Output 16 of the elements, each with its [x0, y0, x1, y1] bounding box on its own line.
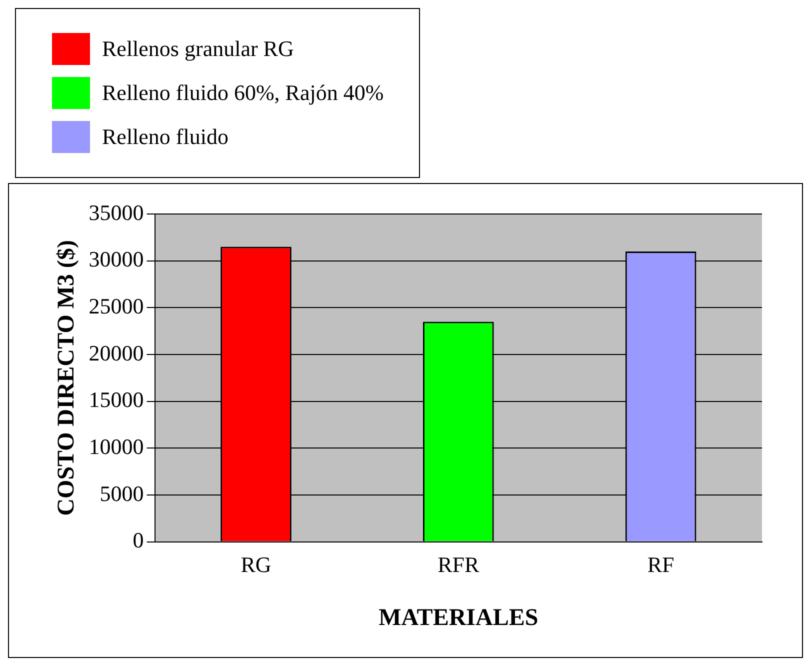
y-tick-label: 30000 — [88, 246, 144, 272]
y-tick-label: 20000 — [88, 340, 144, 366]
y-tick-label: 15000 — [88, 387, 144, 412]
legend-label: Relleno fluido — [102, 124, 228, 150]
x-tick-label: RG — [240, 552, 272, 577]
legend-label: Rellenos granular RG — [102, 36, 294, 62]
y-tick-label: 25000 — [88, 293, 144, 318]
y-tick-label: 5000 — [100, 480, 144, 506]
y-tick-label: 10000 — [88, 434, 144, 459]
x-tick-label: RF — [647, 552, 674, 577]
y-tick-label: 35000 — [88, 200, 144, 225]
x-axis-title: MATERIALES — [378, 604, 538, 631]
legend-label: Relleno fluido 60%, Rajón 40% — [102, 80, 384, 106]
y-axis-title: COSTO DIRECTO M3 ($) — [54, 240, 80, 516]
y-tick-label: 0 — [132, 528, 144, 553]
x-tick-label: RFR — [438, 552, 480, 577]
